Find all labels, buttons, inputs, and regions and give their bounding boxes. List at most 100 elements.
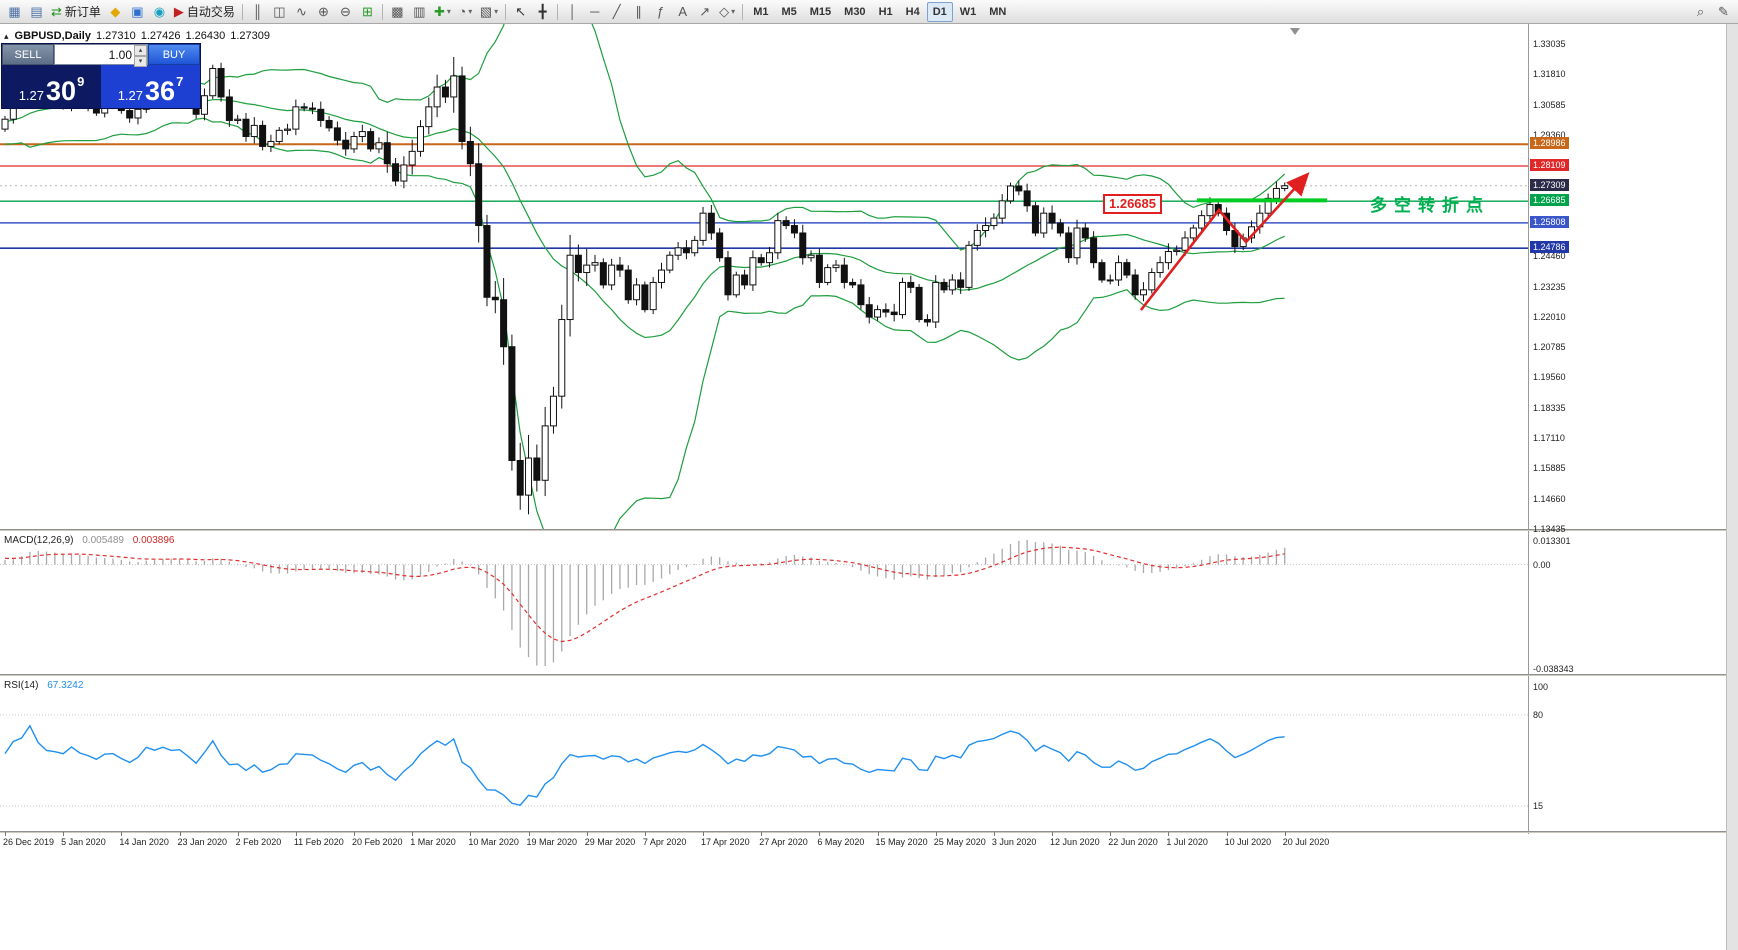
time-axis-divider[interactable] xyxy=(0,831,1726,833)
volume-up-button[interactable]: ▴ xyxy=(134,45,147,56)
vertical-line-button[interactable]: │ xyxy=(562,2,583,22)
profiles-button[interactable]: ▤ xyxy=(26,2,47,22)
channel-button[interactable]: ∥ xyxy=(628,2,649,22)
macd-axis-label: 0.013301 xyxy=(1533,536,1571,546)
quick-edit-button[interactable]: ✎ xyxy=(1713,2,1734,22)
date-label: 10 Jul 2020 xyxy=(1224,837,1272,847)
line-chart-button[interactable]: ∿ xyxy=(291,2,312,22)
candlestick-chart-button[interactable]: ◫ xyxy=(269,2,290,22)
timeframe-h1-button[interactable]: H1 xyxy=(878,5,893,18)
date-label: 25 May 2020 xyxy=(933,837,986,847)
price-badge: 1.25808 xyxy=(1530,215,1569,228)
macd-panel[interactable] xyxy=(0,532,1528,674)
macd-name: MACD(12,26,9) xyxy=(4,535,74,546)
terminal-button[interactable]: ▣ xyxy=(127,2,148,22)
timeframe-h4-button[interactable]: H4 xyxy=(905,5,920,18)
date-label: 15 May 2020 xyxy=(875,837,928,847)
new-order-button[interactable]: ⇄ 新订单 xyxy=(48,2,104,22)
arrow-tool-button[interactable]: ↗ xyxy=(694,2,715,22)
volume-down-button[interactable]: ▾ xyxy=(134,56,147,67)
metaquotes-icon: ◆ xyxy=(110,3,121,19)
price-tick: 1.33035 xyxy=(1533,39,1566,50)
time-axis-tick xyxy=(761,832,763,836)
timeframe-group: M1 M5 M15 M30 H1 H4 D1 W1 MN xyxy=(747,1,1012,22)
tile-windows-icon: ⊞ xyxy=(361,3,373,19)
horizontal-line-icon: ─ xyxy=(590,4,600,19)
new-chart-button[interactable]: ▦ xyxy=(4,2,25,22)
arrow-icon: ↗ xyxy=(699,3,711,19)
timeframe-m30-button[interactable]: M30 xyxy=(844,5,866,18)
time-axis-tick xyxy=(354,832,356,836)
time-axis-tick xyxy=(1226,832,1228,836)
timeframe-m5-button[interactable]: M5 xyxy=(781,5,797,18)
volume-input[interactable] xyxy=(55,47,147,62)
timeframe-d1-button[interactable]: D1 xyxy=(926,1,953,22)
symbol-title: GBPUSD,Daily xyxy=(14,30,91,42)
time-axis-tick xyxy=(935,832,937,836)
macd-label: MACD(12,26,9) 0.005489 0.003896 xyxy=(4,535,174,546)
line-chart-icon: ∿ xyxy=(295,3,307,19)
bar-chart-button[interactable]: ║ xyxy=(247,2,268,22)
vertical-line-icon: │ xyxy=(568,4,577,19)
buy-button[interactable]: BUY xyxy=(148,44,200,65)
time-axis-tick xyxy=(470,832,472,836)
timeframe-w1-button[interactable]: W1 xyxy=(959,5,977,18)
price-badge: 1.26685 xyxy=(1530,194,1569,207)
templates-button[interactable]: ▧ ▾ xyxy=(477,2,501,22)
rsi-panel[interactable] xyxy=(0,677,1528,831)
price-badge: 1.28986 xyxy=(1530,137,1569,150)
time-axis-tick xyxy=(412,832,414,836)
date-label: 20 Jul 2020 xyxy=(1282,837,1330,847)
price-badge: 1.28109 xyxy=(1530,158,1569,171)
periods-button[interactable]: ◔ ▾ xyxy=(455,2,476,22)
annotation-price-label[interactable]: 1.26685 xyxy=(1103,194,1162,214)
shapes-button[interactable]: ◇ ▾ xyxy=(716,2,738,22)
candlesticks xyxy=(1,51,1289,515)
fibonacci-button[interactable]: ƒ xyxy=(650,2,671,22)
crosshair-icon: ╋ xyxy=(538,3,547,19)
dropdown-icon: ▾ xyxy=(446,7,451,16)
buy-price[interactable]: 1.27 36 7 xyxy=(101,65,200,108)
timeframe-mn-button[interactable]: MN xyxy=(989,5,1007,18)
rsi-label: RSI(14) 67.3242 xyxy=(4,680,83,691)
time-axis-tick xyxy=(703,832,705,836)
indicators-button[interactable]: ✚ ▾ xyxy=(431,2,454,22)
date-label: 1 Mar 2020 xyxy=(410,837,456,847)
arrange-button[interactable]: ▥ xyxy=(409,2,430,22)
price-axis-border xyxy=(1528,24,1529,834)
one-click-collapse-button[interactable]: ▴ xyxy=(4,30,9,41)
profiles-icon: ▤ xyxy=(30,3,43,19)
tile-windows-button[interactable]: ⊞ xyxy=(357,2,378,22)
chart-window[interactable]: ▴ GBPUSD,Daily 1.27310 1.27426 1.26430 1… xyxy=(0,24,1738,950)
horizontal-line-button[interactable]: ─ xyxy=(584,2,605,22)
trendline-button[interactable]: ╱ xyxy=(606,2,627,22)
metaquotes-button[interactable]: ◆ xyxy=(105,2,126,22)
search-button[interactable]: ⌕ xyxy=(1690,2,1711,22)
help-button[interactable]: ◉ xyxy=(149,2,170,22)
zoom-in-button[interactable]: ⊕ xyxy=(313,2,334,22)
sell-price[interactable]: 1.27 30 9 xyxy=(2,65,101,108)
date-label: 27 Apr 2020 xyxy=(759,837,808,847)
text-button[interactable]: A xyxy=(672,2,693,22)
rsi-axis-label: 15 xyxy=(1533,801,1544,811)
panel-divider[interactable] xyxy=(0,529,1726,531)
autotrading-button[interactable]: ▶ 自动交易 xyxy=(171,2,238,22)
cursor-button[interactable]: ↖ xyxy=(510,2,531,22)
time-axis-tick xyxy=(993,832,995,836)
price-tick: 1.18335 xyxy=(1533,402,1566,413)
annotation-zigzag-arrow xyxy=(1139,172,1310,311)
vertical-scrollbar[interactable] xyxy=(1726,24,1738,950)
date-label: 17 Apr 2020 xyxy=(701,837,750,847)
cascade-button[interactable]: ▩ xyxy=(387,2,408,22)
toolbar-separator xyxy=(505,3,507,20)
toolbar-separator xyxy=(742,3,744,20)
timeframe-m1-button[interactable]: M1 xyxy=(753,5,769,18)
crosshair-button[interactable]: ╋ xyxy=(532,2,553,22)
zoom-out-button[interactable]: ⊖ xyxy=(335,2,356,22)
panel-divider[interactable] xyxy=(0,674,1726,676)
sell-button[interactable]: SELL xyxy=(2,44,54,65)
price-tick: 1.19560 xyxy=(1533,372,1566,383)
timeframe-m15-button[interactable]: M15 xyxy=(809,5,832,18)
annotation-note-text[interactable]: 多空转折点 xyxy=(1370,196,1490,215)
price-chart[interactable] xyxy=(0,24,1528,529)
